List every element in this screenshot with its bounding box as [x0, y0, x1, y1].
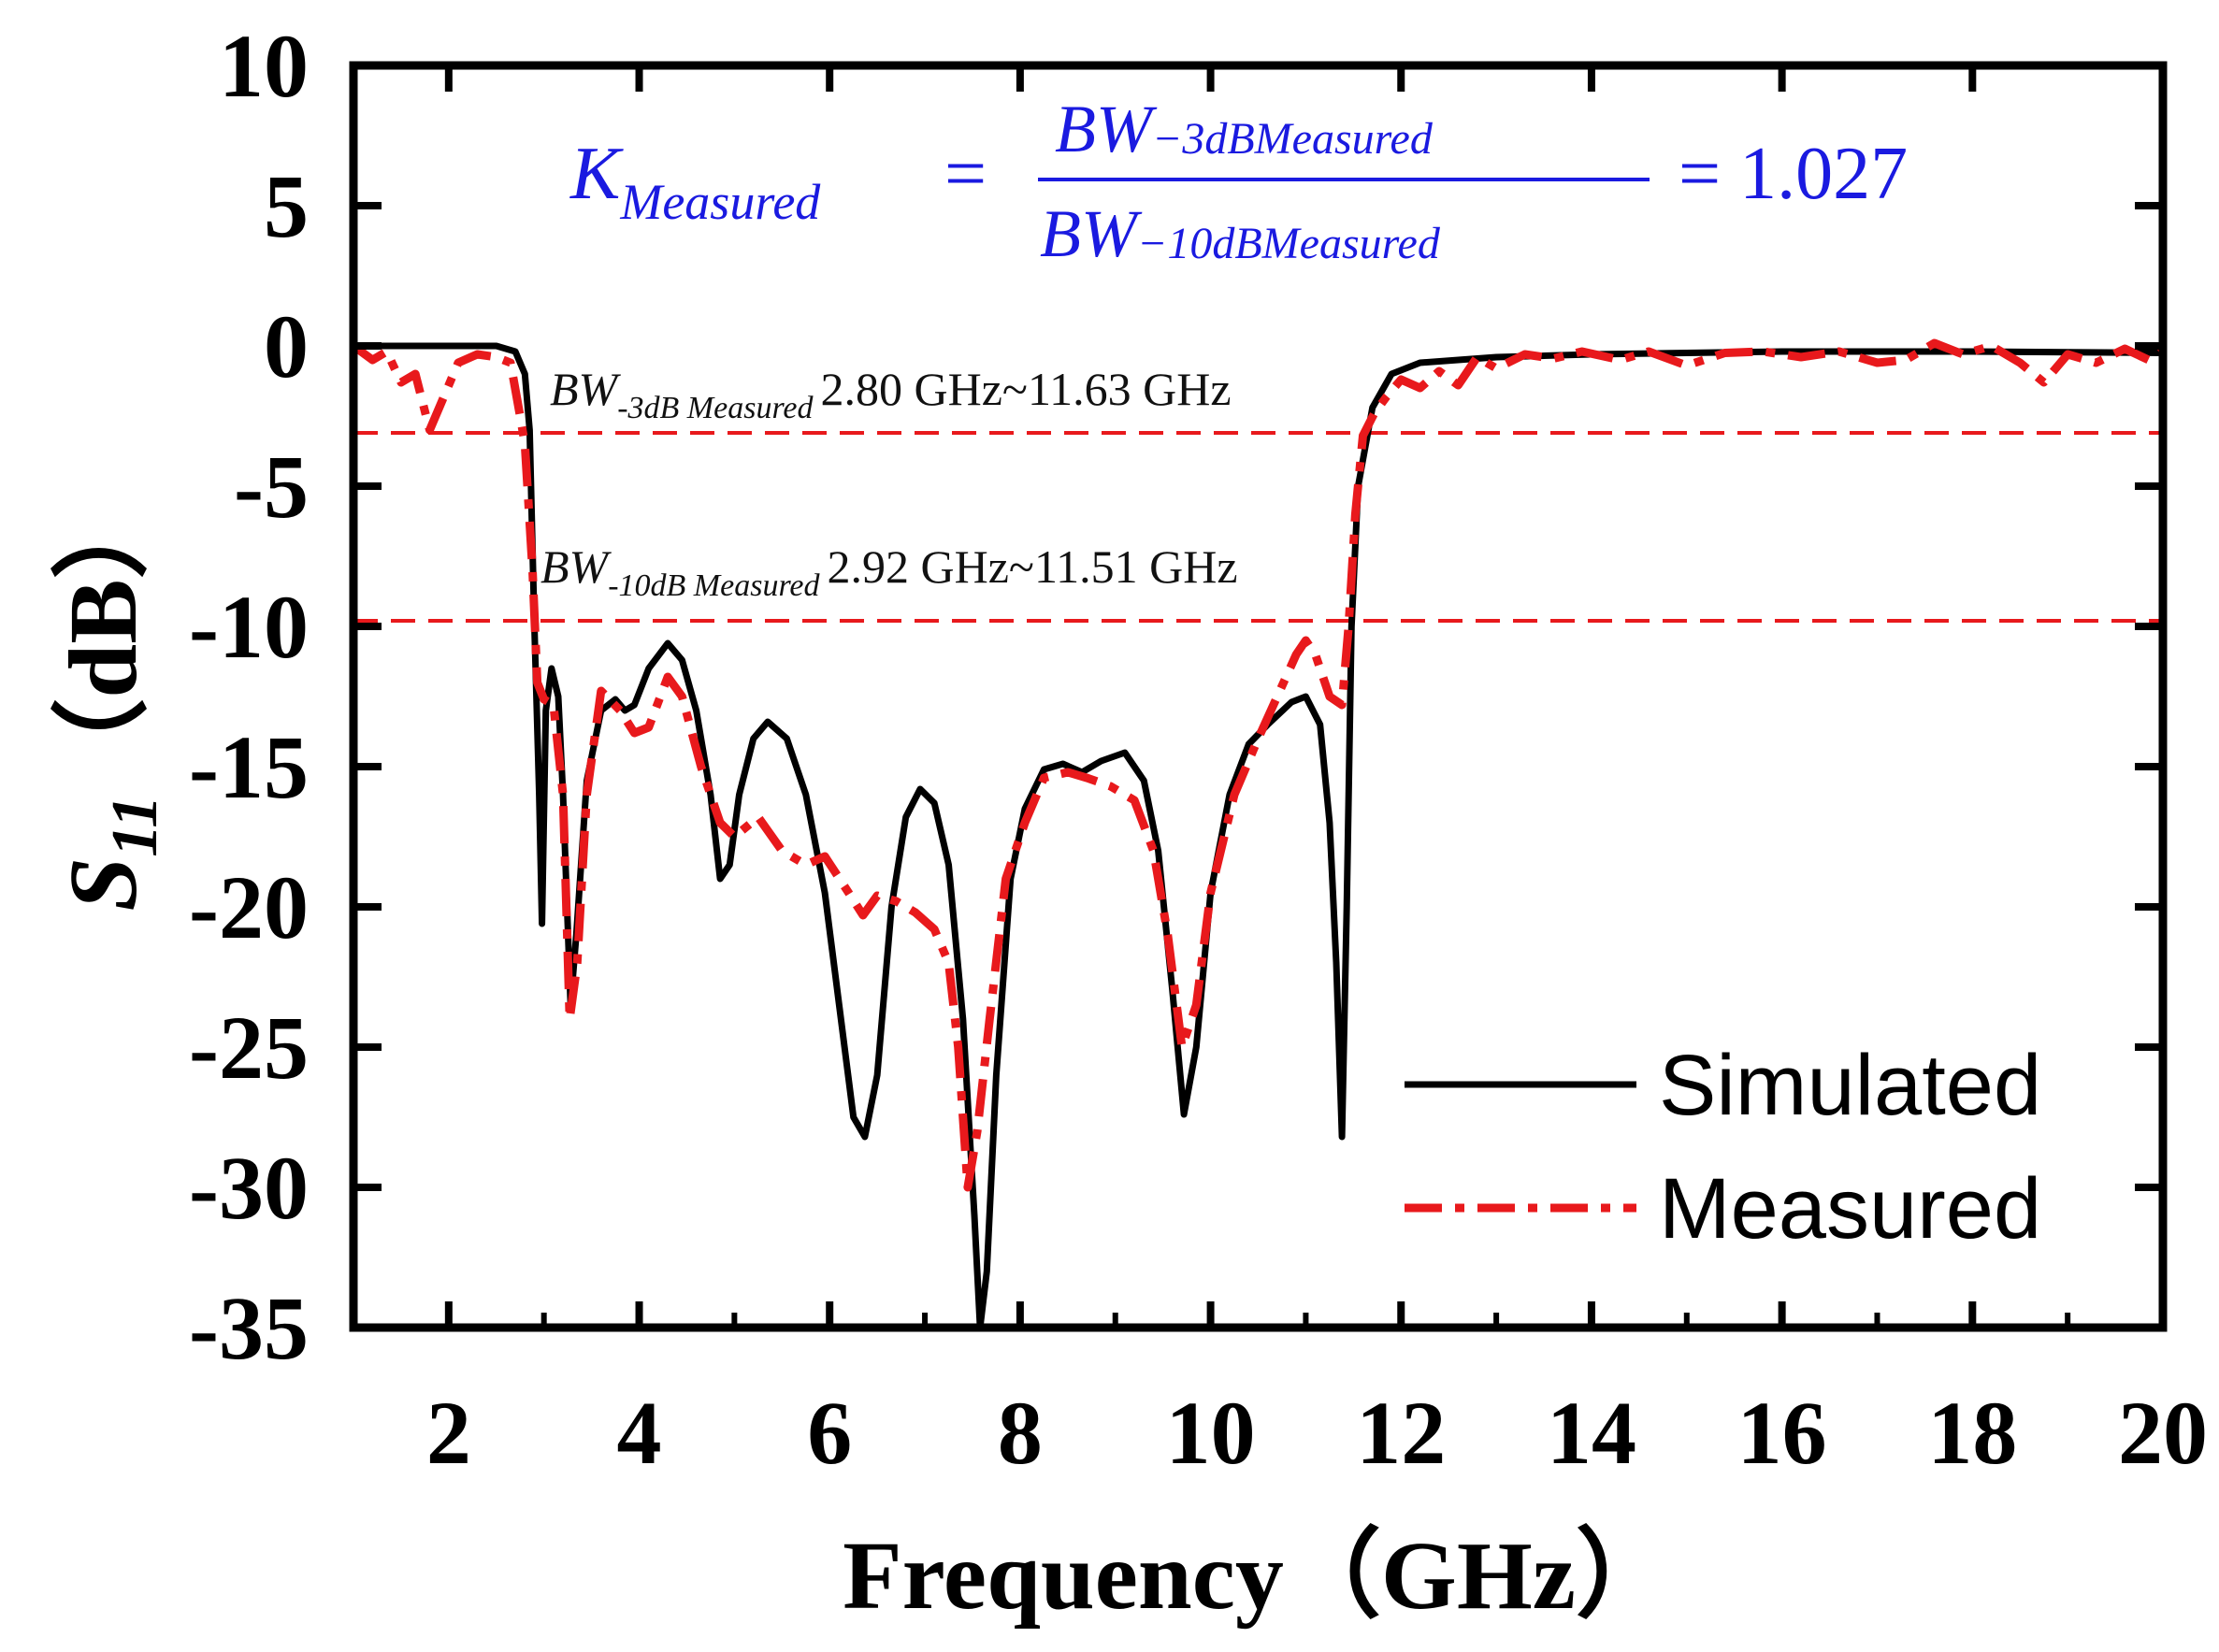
svg-text:= 1.027: = 1.027 — [1679, 133, 1908, 215]
svg-text:BW−10dBMeasured: BW−10dBMeasured — [1040, 196, 1441, 271]
legend: Simulated Measured — [1405, 1038, 2041, 1257]
x-tick-label: 18 — [1927, 1383, 2017, 1483]
x-axis-title: Frequency（GHz） — [843, 1522, 1673, 1630]
x-tick-label: 8 — [998, 1383, 1043, 1483]
plot-frame — [349, 61, 2168, 1332]
svg-text:KMeasured: KMeasured — [569, 133, 821, 230]
svg-text:BW−3dBMeasured: BW−3dBMeasured — [1055, 92, 1434, 166]
y-axis-title-main: S — [50, 857, 157, 912]
x-tick-label: 4 — [617, 1383, 662, 1483]
y-axis-title-unit: （dB） — [50, 481, 157, 795]
x-tick-label: 2 — [426, 1383, 471, 1483]
y-tick-label: 5 — [264, 156, 309, 256]
bw3-annotation: BW-3dB Measured 2.80 GHz~11.63 GHz — [550, 363, 1232, 425]
y-tick-label: -30 — [189, 1138, 309, 1238]
y-tick-label: -20 — [189, 857, 309, 957]
bw10-annotation: BW-10dB Measured 2.92 GHz~11.51 GHz — [540, 540, 1238, 603]
y-tick-label: -5 — [234, 437, 309, 537]
y-axis-title: S11（dB） — [50, 481, 171, 911]
legend-measured-label: Measured — [1659, 1161, 2041, 1257]
svg-text:S11（dB）: S11（dB） — [50, 481, 171, 911]
y-axis-title-sub: 11 — [99, 796, 171, 857]
k-formula: KMeasured = BW−3dBMeasured BW−10dBMeasur… — [569, 92, 1908, 271]
y-axis-ticks: 10 5 0 -5 -10 -15 -20 -25 -30 -35 — [189, 16, 2163, 1378]
y-tick-label: -15 — [189, 717, 309, 817]
svg-text:=: = — [944, 133, 987, 215]
y-tick-label: 0 — [264, 296, 309, 396]
x-tick-label: 16 — [1737, 1383, 1827, 1483]
series-measured-line — [353, 338, 2163, 1192]
y-tick-label: 10 — [219, 16, 309, 116]
x-axis-ticks: 2 4 6 8 10 12 14 16 18 20 — [426, 65, 2208, 1483]
x-tick-label: 14 — [1547, 1383, 1636, 1483]
y-tick-label: -10 — [189, 577, 309, 677]
legend-simulated-label: Simulated — [1659, 1038, 2041, 1133]
y-tick-label: -35 — [189, 1278, 309, 1378]
reference-lines — [353, 431, 2163, 623]
x-tick-label: 20 — [2118, 1383, 2208, 1483]
x-tick-label: 12 — [1356, 1383, 1446, 1483]
y-tick-label: -25 — [189, 998, 309, 1098]
x-tick-label: 10 — [1166, 1383, 1256, 1483]
x-tick-label: 6 — [807, 1383, 852, 1483]
